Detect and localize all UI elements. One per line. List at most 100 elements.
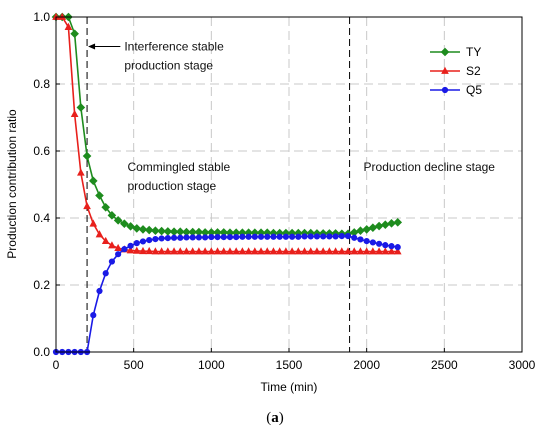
data-point-s2 [356, 247, 365, 255]
data-point-q5 [369, 239, 376, 246]
legend-label: TY [466, 45, 481, 59]
data-point-q5 [164, 235, 171, 242]
data-point-q5 [208, 233, 215, 241]
grid [56, 17, 522, 352]
data-point-ty [132, 224, 142, 233]
data-point-q5 [282, 233, 289, 240]
data-point-ty [163, 227, 173, 236]
data-point-q5 [270, 233, 277, 240]
x-tick-label: 3000 [509, 358, 536, 372]
data-point-ty [101, 202, 111, 212]
data-point-s2 [257, 247, 265, 255]
data-point-q5 [108, 258, 116, 265]
data-point-q5 [264, 233, 271, 240]
data-point-q5 [121, 246, 128, 253]
data-point-ty [393, 218, 403, 227]
data-point-ty [76, 103, 86, 112]
data-point-s2 [250, 247, 259, 255]
data-point-s2 [201, 247, 209, 255]
data-point-q5 [102, 270, 109, 277]
data-point-s2 [369, 247, 377, 255]
data-point-q5 [226, 233, 234, 241]
data-point-ty [157, 226, 166, 236]
data-point-s2 [114, 243, 122, 252]
data-point-s2 [393, 247, 402, 255]
data-point-q5 [245, 233, 252, 240]
x-axis-label: Time (min) [261, 380, 318, 394]
data-point-s2 [77, 168, 85, 176]
data-point-q5 [276, 233, 283, 240]
data-point-q5 [251, 233, 258, 240]
data-point-s2 [207, 247, 216, 255]
series-q5 [52, 232, 401, 356]
legend-marker [441, 86, 449, 94]
series-s2 [52, 12, 402, 255]
legend-label: S2 [466, 64, 481, 78]
y-tick-label: 1.0 [33, 10, 50, 24]
data-point-q5 [338, 232, 345, 240]
legend: TY S2 Q5 [430, 45, 482, 97]
annotation-decline: Production decline stage [364, 160, 496, 174]
data-point-s2 [232, 247, 241, 255]
data-point-ty [138, 225, 148, 234]
data-point-s2 [64, 22, 73, 30]
data-point-q5 [96, 287, 103, 295]
data-point-s2 [313, 247, 321, 255]
legend-item-s2: S2 [430, 64, 481, 78]
stage-lines [86, 17, 351, 352]
data-point-s2 [95, 230, 104, 238]
data-point-ty [113, 216, 123, 225]
data-point-ty [120, 219, 129, 229]
annotation-interference: production stage [124, 59, 213, 73]
data-point-s2 [213, 247, 222, 255]
x-tick-label: 1000 [198, 358, 225, 372]
data-point-s2 [387, 247, 396, 255]
data-point-q5 [382, 242, 389, 249]
x-tick-label: 2500 [431, 358, 458, 372]
data-point-ty [151, 226, 160, 236]
legend-label: Q5 [466, 83, 482, 97]
data-point-q5 [301, 233, 308, 240]
data-point-s2 [145, 246, 154, 255]
data-point-ty [95, 191, 104, 200]
data-point-q5 [202, 234, 209, 241]
data-point-s2 [288, 247, 296, 255]
data-point-s2 [362, 247, 371, 255]
data-point-s2 [294, 247, 303, 255]
data-point-q5 [139, 238, 147, 245]
data-point-s2 [337, 247, 346, 255]
x-tick-label: 500 [124, 358, 144, 372]
data-point-q5 [375, 240, 383, 247]
legend-marker [440, 47, 450, 57]
data-point-q5 [220, 233, 227, 241]
data-point-s2 [226, 247, 234, 255]
data-point-s2 [344, 247, 352, 255]
data-point-q5 [394, 244, 401, 251]
data-point-s2 [108, 241, 116, 249]
data-point-s2 [263, 247, 272, 255]
data-point-s2 [176, 247, 185, 255]
data-point-ty [144, 225, 154, 235]
data-point-q5 [152, 236, 159, 243]
data-point-s2 [157, 247, 166, 255]
y-tick-label: 0.6 [33, 144, 50, 158]
x-tick-label: 0 [53, 358, 60, 372]
data-point-q5 [233, 233, 240, 241]
data-point-q5 [320, 233, 327, 240]
data-point-ty [82, 151, 92, 161]
data-point-ty [88, 176, 98, 186]
legend-marker [441, 66, 449, 74]
data-point-q5 [115, 251, 122, 258]
data-point-s2 [375, 247, 383, 255]
data-point-q5 [307, 233, 314, 240]
data-point-s2 [275, 247, 284, 255]
data-point-q5 [183, 234, 190, 241]
data-point-q5 [170, 234, 178, 241]
y-tick-label: 0.8 [33, 77, 50, 91]
data-point-s2 [182, 247, 191, 255]
annotation-interference: Interference stable [124, 40, 224, 54]
data-point-s2 [195, 247, 203, 255]
x-tick-label: 2000 [353, 358, 380, 372]
data-point-s2 [269, 247, 278, 255]
data-point-q5 [257, 233, 265, 240]
